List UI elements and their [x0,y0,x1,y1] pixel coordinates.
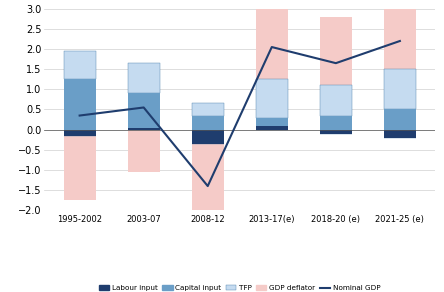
Bar [256,118,288,126]
Legend: Labour input, Capital input, TFP, GDP deflator, Nominal GDP: Labour input, Capital input, TFP, GDP de… [99,285,380,291]
Bar [63,51,95,79]
Bar [256,0,288,79]
Bar [63,130,95,136]
Bar [192,144,224,214]
Bar [192,130,224,144]
Bar [384,110,416,130]
Bar [192,103,224,116]
Bar [128,130,160,172]
Bar [128,93,160,128]
Bar [320,85,352,116]
Bar [384,69,416,110]
Bar [384,130,416,138]
Bar [192,116,224,130]
Bar [63,79,95,130]
Bar [320,116,352,130]
Bar [128,128,160,130]
Bar [63,136,95,200]
Bar [320,17,352,85]
Bar [128,63,160,93]
Bar [256,126,288,130]
Bar [256,79,288,118]
Bar [384,0,416,69]
Bar [320,130,352,134]
